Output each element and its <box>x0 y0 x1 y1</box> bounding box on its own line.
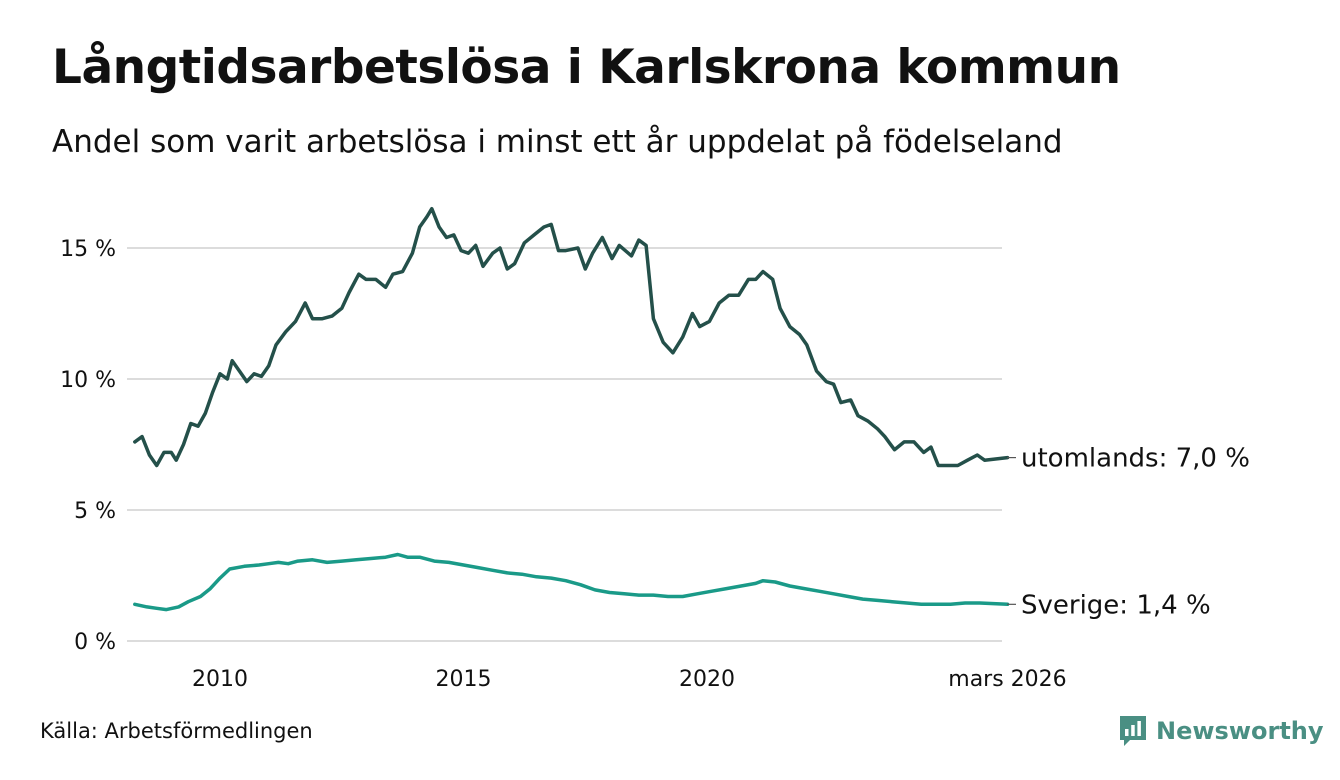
series-line-sverige <box>133 552 1010 612</box>
y-tick-label: 15 % <box>60 237 116 262</box>
end-label-sverige: Sverige: 1,4 % <box>1021 590 1211 620</box>
y-tick-label: 0 % <box>74 630 116 655</box>
x-tick-label: 2015 <box>436 667 492 692</box>
y-tick-label: 5 % <box>74 499 116 524</box>
newsworthy-logo-icon <box>1120 716 1146 746</box>
series-lines <box>133 206 1010 612</box>
chart-labels: 0 % 5 % 10 % 15 % 2010 2015 2020 mars 2026 utoml… <box>60 237 1250 692</box>
y-tick-label: 10 % <box>60 368 116 393</box>
x-tick-label: 2010 <box>192 667 248 692</box>
page-title: Långtidsarbetslösa i Karlskrona kommun <box>52 40 1121 95</box>
series-line-utomlands <box>133 206 1010 468</box>
brand-name: Newsworthy <box>1156 717 1324 745</box>
brand-logo[interactable]: Newsworthy <box>1118 714 1324 748</box>
gridlines <box>127 247 1002 642</box>
x-tick-label: mars 2026 <box>948 667 1066 692</box>
page-subtitle: Andel som varit arbetslösa i minst ett å… <box>52 124 1063 160</box>
x-tick-label: 2020 <box>679 667 735 692</box>
source-note: Källa: Arbetsförmedlingen <box>40 719 313 743</box>
end-label-utomlands: utomlands: 7,0 % <box>1021 444 1250 474</box>
